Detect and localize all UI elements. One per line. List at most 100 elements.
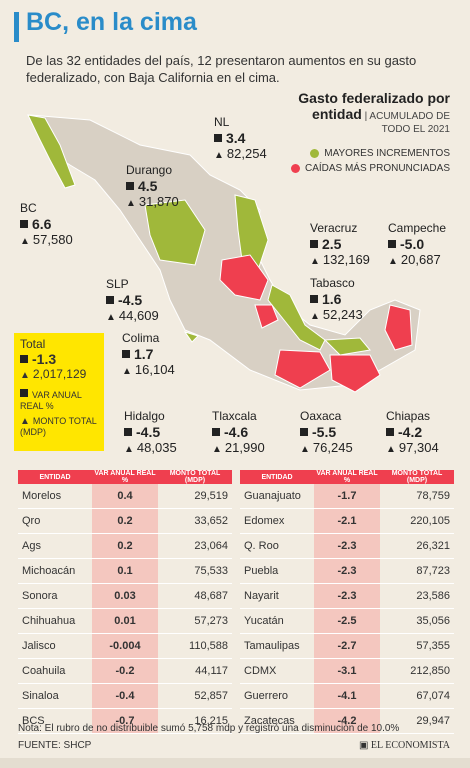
cell-var: -4.1 (314, 683, 380, 709)
table-row: Chihuahua 0.01 57,273 (18, 608, 232, 634)
cell-var: 0.03 (92, 583, 158, 609)
cell-monto: 29,519 (158, 484, 232, 509)
map-label-bc: BC 6.6 ▲ 57,580 (20, 201, 73, 247)
map-label-colima: Colima 1.7 ▲ 16,104 (122, 331, 175, 377)
cell-entidad: Guerrero (240, 683, 314, 709)
total-label: Total (20, 337, 46, 351)
cell-var: -4.2 (314, 708, 380, 734)
cell-monto: 52,857 (158, 683, 232, 709)
cell-var: 0.4 (92, 484, 158, 509)
increase-dot-icon (310, 149, 320, 158)
map-label-chiapas: Chiapas -4.2 ▲ 97,304 (386, 409, 439, 455)
table-row: Edomex -2.1 220,105 (240, 508, 454, 534)
legend-subtitle-block: entidad | ACUMULADO DE TODO EL 2021 (312, 106, 450, 135)
legend-title-line2: entidad (312, 106, 362, 122)
total-var: -1.3 (32, 351, 57, 367)
legend-decrease: CAÍDAS MÁS PRONUNCIADAS (290, 163, 450, 174)
table-row: Guanajuato -1.7 78,759 (240, 484, 454, 509)
cell-monto: 16,215 (158, 708, 232, 734)
cell-monto: 110,588 (158, 633, 232, 659)
state-hidalgo (254, 304, 279, 329)
map-label-oaxaca: Oaxaca -5.5 ▲ 76,245 (300, 409, 353, 455)
cell-var: -0.7 (92, 708, 158, 734)
state-oaxaca (274, 349, 331, 389)
cell-monto: 212,850 (380, 658, 454, 684)
legend-increase-label: MAYORES INCREMENTOS (324, 148, 450, 159)
table-row: Jalisco -0.004 110,588 (18, 633, 232, 659)
legend-subtitle: ACUMULADO DE TODO EL 2021 (369, 111, 450, 135)
col-monto: MONTO TOTAL (MDP) (158, 470, 232, 484)
cell-monto: 44,117 (158, 658, 232, 684)
cell-monto: 35,056 (380, 608, 454, 634)
cell-entidad: Puebla (240, 558, 314, 584)
table-row: Michoacán 0.1 75,533 (18, 558, 232, 584)
cell-monto: 220,105 (380, 508, 454, 534)
cell-monto: 57,355 (380, 633, 454, 659)
state-bc (27, 114, 76, 189)
state-chiapas (329, 354, 381, 393)
cell-monto: 23,586 (380, 583, 454, 609)
intro-text: De las 32 entidades del país, 12 present… (26, 53, 417, 85)
cell-var: -0.004 (92, 633, 158, 659)
cell-entidad: Michoacán (18, 558, 92, 584)
cell-monto: 67,074 (380, 683, 454, 709)
legend-title-line1: Gasto federalizado por (298, 90, 450, 106)
source: FUENTE: SHCP (18, 740, 92, 751)
cell-entidad: Ags (18, 533, 92, 559)
map-label-tlaxcala: Tlaxcala -4.6 ▲ 21,990 (212, 409, 265, 455)
cell-monto: 75,533 (158, 558, 232, 584)
cell-var: 0.2 (92, 508, 158, 534)
cell-entidad: Morelos (18, 484, 92, 509)
table-row: Morelos 0.4 29,519 (18, 484, 232, 509)
title-accent-bar (14, 12, 19, 42)
cell-monto: 29,947 (380, 708, 454, 734)
cell-var: -3.1 (314, 658, 380, 684)
col-entidad: ENTIDAD (240, 470, 314, 484)
table-row: Sinaloa -0.4 52,857 (18, 683, 232, 709)
cell-entidad: Edomex (240, 508, 314, 534)
table-row: Coahuila -0.2 44,117 (18, 658, 232, 684)
cell-monto: 26,321 (380, 533, 454, 559)
table-right: ENTIDAD VAR ANUAL REAL % MONTO TOTAL (MD… (240, 470, 454, 734)
cell-entidad: Zacatecas (240, 708, 314, 734)
table-row: Tamaulipas -2.7 57,355 (240, 633, 454, 659)
cell-entidad: Q. Roo (240, 533, 314, 559)
cell-monto: 87,723 (380, 558, 454, 584)
table-row: Q. Roo -2.3 26,321 (240, 533, 454, 559)
total-box: Total -1.3 ▲ 2,017,129 VAR ANUAL REAL % ▲… (14, 333, 104, 451)
cell-entidad: Qro (18, 508, 92, 534)
cell-entidad: Chihuahua (18, 608, 92, 634)
table-row: Puebla -2.3 87,723 (240, 558, 454, 584)
footnote: Nota: El rubro de no distribuible sumó 5… (18, 723, 400, 734)
cell-entidad: Sonora (18, 583, 92, 609)
cell-var: 0.2 (92, 533, 158, 559)
col-var: VAR ANUAL REAL % (314, 470, 380, 484)
map-label-veracruz: Veracruz 2.5 ▲ 132,169 (310, 221, 370, 267)
cell-monto: 33,652 (158, 508, 232, 534)
cell-monto: 57,273 (158, 608, 232, 634)
cell-entidad: Guanajuato (240, 484, 314, 509)
table-row: Sonora 0.03 48,687 (18, 583, 232, 609)
table-row: Zacatecas -4.2 29,947 (240, 708, 454, 734)
map-label-slp: SLP -4.5 ▲ 44,609 (106, 277, 159, 323)
state-durango (144, 199, 206, 266)
cell-entidad: Tamaulipas (240, 633, 314, 659)
cell-monto: 23,064 (158, 533, 232, 559)
state-tabasco (323, 337, 371, 356)
decrease-dot-icon (290, 164, 300, 173)
table-row: BCS -0.7 16,215 (18, 708, 232, 734)
cell-var: -2.3 (314, 558, 380, 584)
legend-decrease-label: CAÍDAS MÁS PRONUNCIADAS (304, 163, 450, 174)
cell-entidad: Yucatán (240, 608, 314, 634)
publisher-logo: ▣ EL ECONOMISTA (358, 740, 450, 751)
cell-var: -1.7 (314, 484, 380, 509)
state-colima (183, 331, 199, 343)
cell-var: -2.3 (314, 533, 380, 559)
total-var-legend: VAR ANUAL REAL % (20, 390, 82, 411)
table-row: Yucatán -2.5 35,056 (240, 608, 454, 634)
table-row: CDMX -3.1 212,850 (240, 658, 454, 684)
cell-var: -0.4 (92, 683, 158, 709)
cell-entidad: Jalisco (18, 633, 92, 659)
total-monto: 2,017,129 (32, 367, 87, 381)
bottom-bar (0, 758, 470, 768)
